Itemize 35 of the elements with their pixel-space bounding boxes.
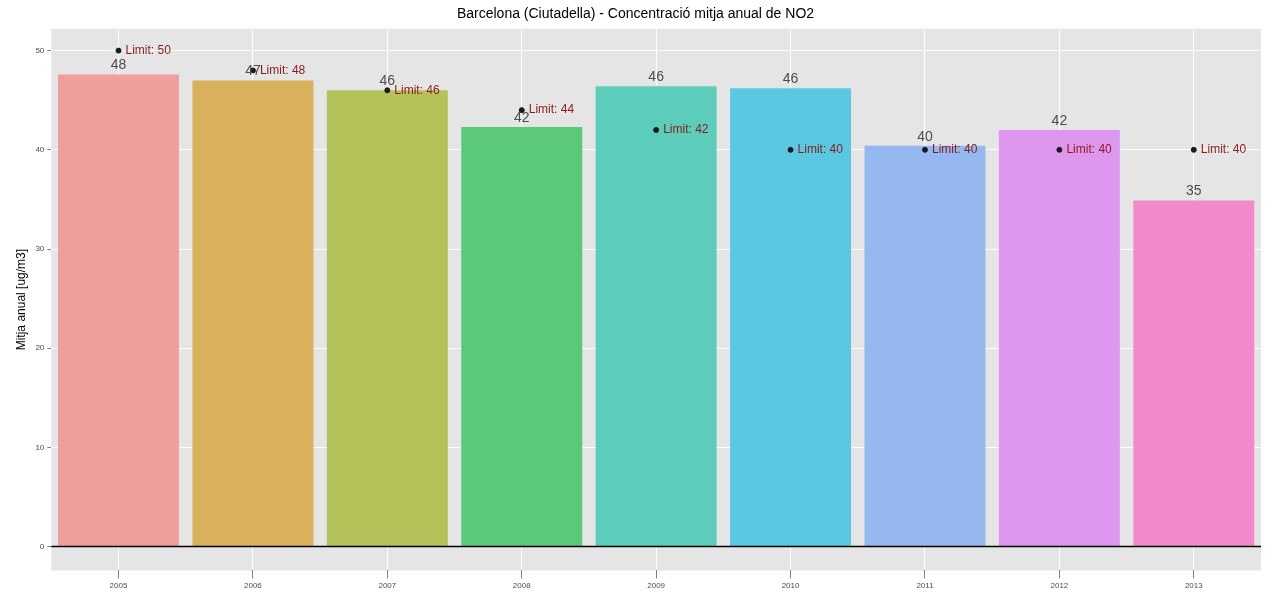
y-tick-label: 30 [35,244,45,254]
data-label: 46 [379,72,396,89]
x-tick-label: 2010 [781,581,801,591]
y-tick-label: 0 [39,541,45,551]
data-label: 46 [648,68,665,85]
data-label: 42 [1051,111,1068,128]
x-tick-label: 2012 [1050,581,1069,591]
data-label: Limit: 40 [931,142,978,157]
data-label: 35 [1186,182,1202,199]
y-tick-label: 20 [35,343,45,353]
chart-title: Barcelona (Ciutadella) - Concentració mitja anual de NO2 [456,5,815,22]
data-label: Limit: 50 [125,42,172,57]
data-label: 47 [245,62,261,79]
x-tick-label: 2005 [109,581,128,591]
data-label: Limit: 46 [394,82,440,97]
y-tick-label: 50 [35,45,45,55]
y-tick-label: 40 [35,145,45,155]
data-label: Limit: 40 [797,142,844,157]
data-label: 46 [782,70,799,87]
x-tick-label: 2008 [512,581,532,591]
data-label: Limit: 40 [1066,142,1113,157]
x-tick-label: 2007 [378,581,397,591]
data-label: 48 [110,56,127,73]
data-label: 40 [917,127,933,144]
y-tick-label: 10 [35,442,45,452]
data-label: Limit: 44 [528,102,575,117]
x-tick-label: 2006 [244,581,263,591]
data-label: Limit: 48 [259,62,306,77]
data-label: 42 [513,108,530,125]
y-axis-title: Mitja anual [ug/m3] [13,248,28,351]
x-tick-label: 2011 [916,581,935,591]
x-tick-label: 2009 [647,581,666,591]
data-label: Limit: 40 [1200,142,1247,157]
x-tick-label: 2013 [1184,581,1204,591]
data-label: Limit: 42 [663,122,709,137]
